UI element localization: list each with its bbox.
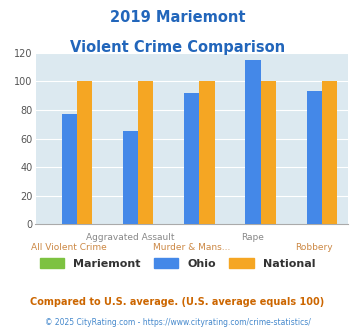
Bar (77, 82, 92, 224)
Bar (184, 93, 200, 224)
Bar (261, 82, 276, 224)
Bar (123, 131, 138, 224)
Text: 2019 Mariemont: 2019 Mariemont (110, 10, 245, 25)
Bar (200, 82, 215, 224)
Bar (245, 60, 261, 224)
Text: © 2025 CityRating.com - https://www.cityrating.com/crime-statistics/: © 2025 CityRating.com - https://www.city… (45, 318, 310, 327)
Bar (61, 114, 77, 224)
Bar (307, 91, 322, 224)
Bar (138, 82, 153, 224)
Text: Rape: Rape (241, 233, 264, 242)
Legend: Mariemont, Ohio, National: Mariemont, Ohio, National (36, 253, 320, 273)
Text: Compared to U.S. average. (U.S. average equals 100): Compared to U.S. average. (U.S. average … (31, 297, 324, 307)
Text: Violent Crime Comparison: Violent Crime Comparison (70, 40, 285, 54)
Text: All Violent Crime: All Violent Crime (31, 243, 107, 251)
Bar (322, 82, 337, 224)
Text: Robbery: Robbery (295, 243, 333, 251)
Text: Murder & Mans...: Murder & Mans... (153, 243, 230, 251)
Text: Aggravated Assault: Aggravated Assault (86, 233, 175, 242)
